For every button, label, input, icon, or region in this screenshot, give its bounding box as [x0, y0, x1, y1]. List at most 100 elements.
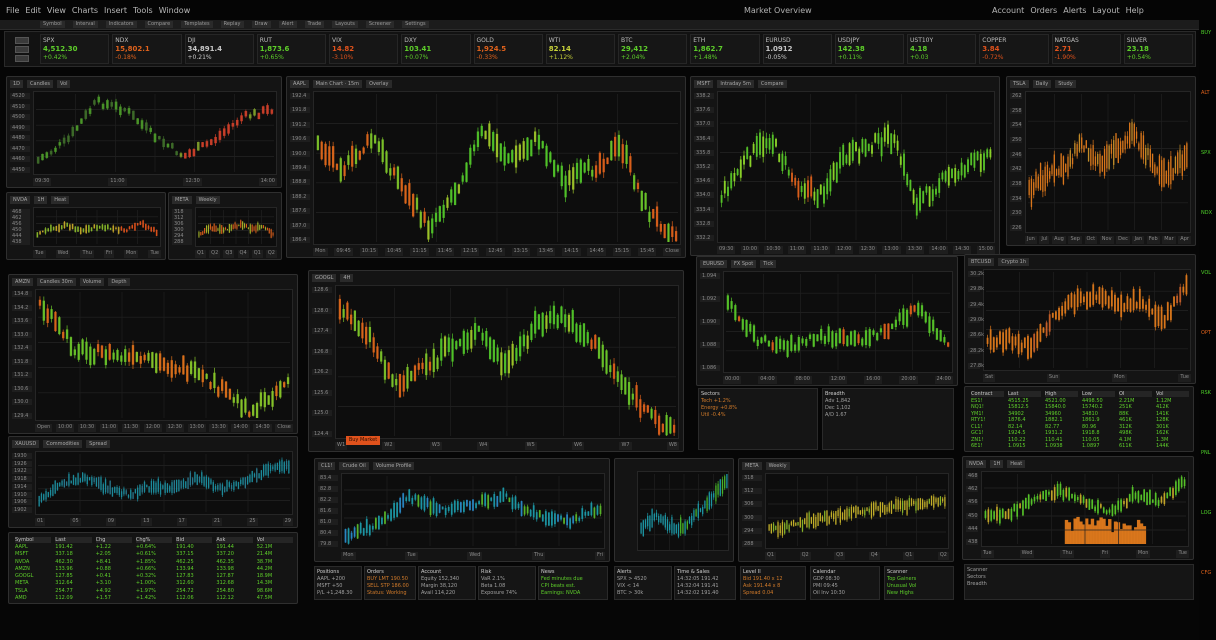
candlestick-chart[interactable] [1028, 94, 1188, 230]
menu-tools[interactable]: Tools [132, 6, 153, 15]
menu-layout[interactable]: Layout [1092, 6, 1120, 15]
row-symbol[interactable]: 6E1! [971, 443, 983, 449]
row-symbol[interactable]: META [15, 580, 29, 587]
panel-tab[interactable]: 1D [10, 80, 24, 88]
ticker-tile[interactable]: UST10Y 4.18 +0.03 [907, 34, 977, 64]
row-symbol[interactable]: AAPL [15, 544, 28, 551]
quick-button[interactable]: CFG [1201, 570, 1212, 576]
toolbar-item-layouts[interactable]: Layouts [332, 21, 358, 28]
menu-edit[interactable]: Edit [25, 6, 41, 15]
quick-button[interactable]: LOG [1201, 510, 1212, 516]
link-icon[interactable] [15, 54, 29, 62]
info-box[interactable]: Sectors Tech +1.2% Energy +0.8% Util -0.4% [698, 388, 818, 450]
panel-tab[interactable]: BTCUSD [968, 258, 995, 266]
row-symbol[interactable]: YM1! [971, 410, 984, 417]
toolbar-item-interval[interactable]: Interval [72, 21, 98, 28]
info-box[interactable]: Scanner Sectors Breadth [964, 564, 1194, 600]
candlestick-chart[interactable] [768, 476, 946, 546]
row-symbol[interactable]: AMD [15, 594, 27, 601]
row-symbol[interactable]: NVDA [15, 558, 30, 565]
panel-tab[interactable]: Overlay [366, 80, 392, 88]
ticker-tile[interactable]: DJI 34,891.4 +0.21% [184, 34, 254, 64]
panel-tab[interactable]: Commodities [43, 440, 83, 448]
candlestick-chart[interactable] [726, 274, 950, 370]
panel-tab[interactable]: Tick [760, 260, 777, 268]
column-header[interactable]: High [1045, 391, 1078, 397]
toolbar-item-templates[interactable]: Templates [181, 21, 213, 28]
ticker-tile[interactable]: COPPER 3.84 -0.72% [979, 34, 1049, 64]
column-header[interactable]: Last [55, 537, 92, 544]
ticker-tile[interactable]: RUT 1,873.6 +0.65% [256, 34, 326, 64]
toolbar-item-symbol[interactable]: Symbol [40, 21, 65, 28]
row-symbol[interactable]: CL1! [971, 423, 983, 430]
panel-tab[interactable]: Volume Profile [372, 462, 415, 470]
panel-tab[interactable]: Study [1055, 80, 1076, 88]
ticker-tile[interactable]: ETH 1,862.7 +1.48% [690, 34, 760, 64]
quick-button[interactable]: BUY [1201, 30, 1212, 36]
panel-tab[interactable]: AAPL [290, 80, 309, 88]
ticker-tile[interactable]: WTI 82.14 +1.12% [545, 34, 615, 64]
candlestick-chart[interactable] [720, 94, 992, 240]
column-header[interactable]: Contract [971, 391, 1004, 397]
info-box[interactable]: Alerts SPX > 4520 VIX < 14 BTC > 30k [614, 566, 672, 600]
panel-tab[interactable]: CL1! [318, 462, 336, 470]
ticker-tile[interactable]: DXY 103.41 +0.07% [401, 34, 471, 64]
column-header[interactable]: Ask [216, 537, 253, 544]
candlestick-chart[interactable] [316, 94, 678, 242]
toolbar-item-alert[interactable]: Alert [278, 21, 297, 28]
toolbar-item-replay[interactable]: Replay [220, 21, 244, 28]
candlestick-chart[interactable] [344, 476, 602, 546]
column-header[interactable]: Vol [256, 537, 293, 544]
ticker-tile[interactable]: NDX 15,802.1 -0.18% [112, 34, 182, 64]
panel-tab[interactable]: Weekly [195, 196, 220, 204]
window-icon[interactable] [15, 45, 29, 53]
info-box[interactable]: News Fed minutes due CPI beats est. Earning… [538, 566, 608, 600]
menu-file[interactable]: File [6, 6, 20, 15]
row-symbol[interactable]: RTY1! [971, 417, 986, 423]
menu-insert[interactable]: Insert [104, 6, 127, 15]
candlestick-chart[interactable] [984, 474, 1186, 544]
candlestick-chart[interactable] [986, 272, 1188, 368]
toolbar-item-indicators[interactable]: Indicators [105, 21, 137, 28]
column-header[interactable]: Last [1008, 391, 1041, 397]
row-symbol[interactable]: TSLA [15, 587, 28, 594]
row-symbol[interactable]: GC1! [971, 430, 984, 436]
row-symbol[interactable]: ES1! [971, 397, 983, 404]
info-box[interactable]: Time & Sales 14:32:05 191.42 14:32:04 191.… [674, 566, 736, 600]
panel-tab[interactable]: Volume [79, 278, 105, 286]
panel-tab[interactable]: Heat [1007, 460, 1026, 468]
panel-tab[interactable]: XAUUSD [12, 440, 40, 448]
panel-tab[interactable]: META [172, 196, 192, 204]
quick-button[interactable]: VOL [1201, 270, 1212, 276]
ticker-tile[interactable]: SILVER 23.18 +0.54% [1123, 34, 1193, 64]
panel-tab[interactable]: Candles 30m [36, 278, 76, 286]
toolbar-item-settings[interactable]: Settings [402, 21, 429, 28]
info-box[interactable]: Positions AAPL +200 MSFT +50 P/L +1,248.30 [314, 566, 362, 600]
column-header[interactable]: Low [1082, 391, 1115, 397]
quick-button[interactable]: OPT [1201, 330, 1212, 336]
candlestick-chart[interactable] [36, 210, 158, 244]
column-header[interactable]: Vol [1156, 391, 1189, 397]
toolbar-item-screener[interactable]: Screener [365, 21, 395, 28]
column-header[interactable]: Bid [176, 537, 213, 544]
candlestick-chart[interactable] [38, 454, 290, 512]
panel-tab[interactable]: MSFT [694, 80, 714, 88]
menu-charts[interactable]: Charts [71, 6, 99, 15]
ticker-tile[interactable]: GOLD 1,924.5 -0.33% [473, 34, 543, 64]
column-header[interactable]: Chg [95, 537, 132, 544]
panel-tab[interactable]: Depth [108, 278, 130, 286]
grid-icon[interactable] [15, 36, 29, 44]
panel-tab[interactable]: Crypto 1h [998, 258, 1030, 266]
info-box[interactable]: Orders BUY LMT 190.50 SELL STP 186.00 Statu… [364, 566, 416, 600]
panel-tab[interactable]: NVDA [966, 460, 987, 468]
menu-window[interactable]: Window [158, 6, 191, 15]
panel-tab[interactable]: Main Chart · 15m [312, 80, 363, 88]
ticker-tile[interactable]: NATGAS 2.71 -1.90% [1051, 34, 1121, 64]
row-symbol[interactable]: MSFT [15, 551, 29, 558]
info-box[interactable]: Account Equity 152,340 Margin 38,120 Avail … [418, 566, 476, 600]
column-header[interactable]: Symbol [15, 537, 52, 544]
panel-tab[interactable]: NVDA [10, 196, 31, 204]
panel-tab[interactable]: Spread [86, 440, 110, 448]
menu-view[interactable]: View [46, 6, 66, 15]
info-box[interactable]: Level II Bid 191.40 x 12 Ask 191.44 x 8 Spr… [740, 566, 806, 600]
